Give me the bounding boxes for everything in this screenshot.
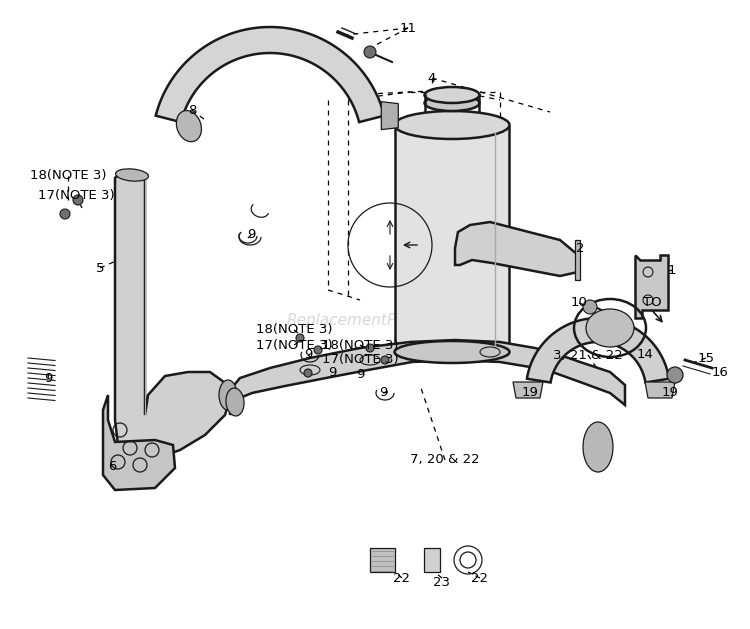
Text: 1: 1 (668, 264, 676, 277)
Text: 17(NOTE 3): 17(NOTE 3) (322, 353, 398, 367)
Polygon shape (395, 127, 509, 352)
Text: 19: 19 (662, 386, 679, 399)
Text: 19: 19 (521, 386, 538, 399)
Text: 11: 11 (400, 21, 416, 35)
Text: 18(NOTE 3): 18(NOTE 3) (322, 338, 398, 352)
Text: 9: 9 (247, 228, 255, 242)
Ellipse shape (424, 95, 479, 111)
Circle shape (583, 300, 597, 314)
Text: 5: 5 (96, 262, 104, 274)
Circle shape (667, 367, 683, 383)
Text: 9: 9 (328, 367, 336, 379)
Circle shape (73, 195, 83, 205)
Text: TO: TO (643, 296, 662, 308)
Text: 23: 23 (433, 576, 451, 589)
Polygon shape (156, 27, 384, 122)
Circle shape (314, 346, 322, 354)
Ellipse shape (394, 341, 509, 363)
Text: 18(NOTE 3): 18(NOTE 3) (256, 323, 332, 337)
Text: 4: 4 (427, 72, 436, 84)
Ellipse shape (424, 87, 479, 103)
Ellipse shape (116, 169, 148, 181)
Polygon shape (370, 548, 395, 572)
Text: 14: 14 (637, 348, 653, 362)
Text: 9: 9 (44, 372, 52, 384)
Text: 3, 21 & 22: 3, 21 & 22 (553, 348, 622, 362)
Text: 16: 16 (712, 365, 728, 379)
Text: 9: 9 (304, 348, 312, 362)
Polygon shape (381, 102, 398, 130)
Text: 22: 22 (394, 572, 410, 584)
Text: 7, 20 & 22: 7, 20 & 22 (410, 454, 480, 467)
Polygon shape (645, 382, 675, 398)
Ellipse shape (394, 111, 509, 139)
Ellipse shape (586, 309, 634, 347)
Text: 17(NOTE 3): 17(NOTE 3) (38, 189, 114, 203)
Text: 18(NOTE 3): 18(NOTE 3) (30, 169, 106, 182)
Polygon shape (230, 340, 625, 415)
Text: 6: 6 (108, 460, 116, 474)
Text: 22: 22 (472, 572, 488, 584)
Polygon shape (103, 395, 175, 490)
Circle shape (381, 356, 389, 364)
Circle shape (366, 344, 374, 352)
Ellipse shape (219, 380, 237, 410)
Text: 8: 8 (188, 104, 196, 116)
Text: 2: 2 (576, 242, 584, 255)
Ellipse shape (226, 388, 244, 416)
Ellipse shape (583, 422, 613, 472)
Polygon shape (635, 255, 668, 318)
Text: 15: 15 (698, 352, 715, 364)
Text: 17(NOTE 3): 17(NOTE 3) (256, 338, 332, 352)
Polygon shape (424, 548, 440, 572)
Circle shape (296, 334, 304, 342)
Text: 10: 10 (571, 296, 587, 309)
Text: 9: 9 (356, 369, 364, 382)
Polygon shape (115, 175, 228, 470)
Ellipse shape (176, 111, 202, 142)
Text: 9: 9 (379, 386, 387, 399)
Polygon shape (575, 240, 580, 280)
Circle shape (60, 209, 70, 219)
Polygon shape (527, 318, 669, 382)
Circle shape (304, 369, 312, 377)
Text: ReplacementParts.com: ReplacementParts.com (286, 313, 464, 328)
Polygon shape (455, 222, 578, 276)
Polygon shape (513, 382, 543, 398)
Circle shape (364, 46, 376, 58)
